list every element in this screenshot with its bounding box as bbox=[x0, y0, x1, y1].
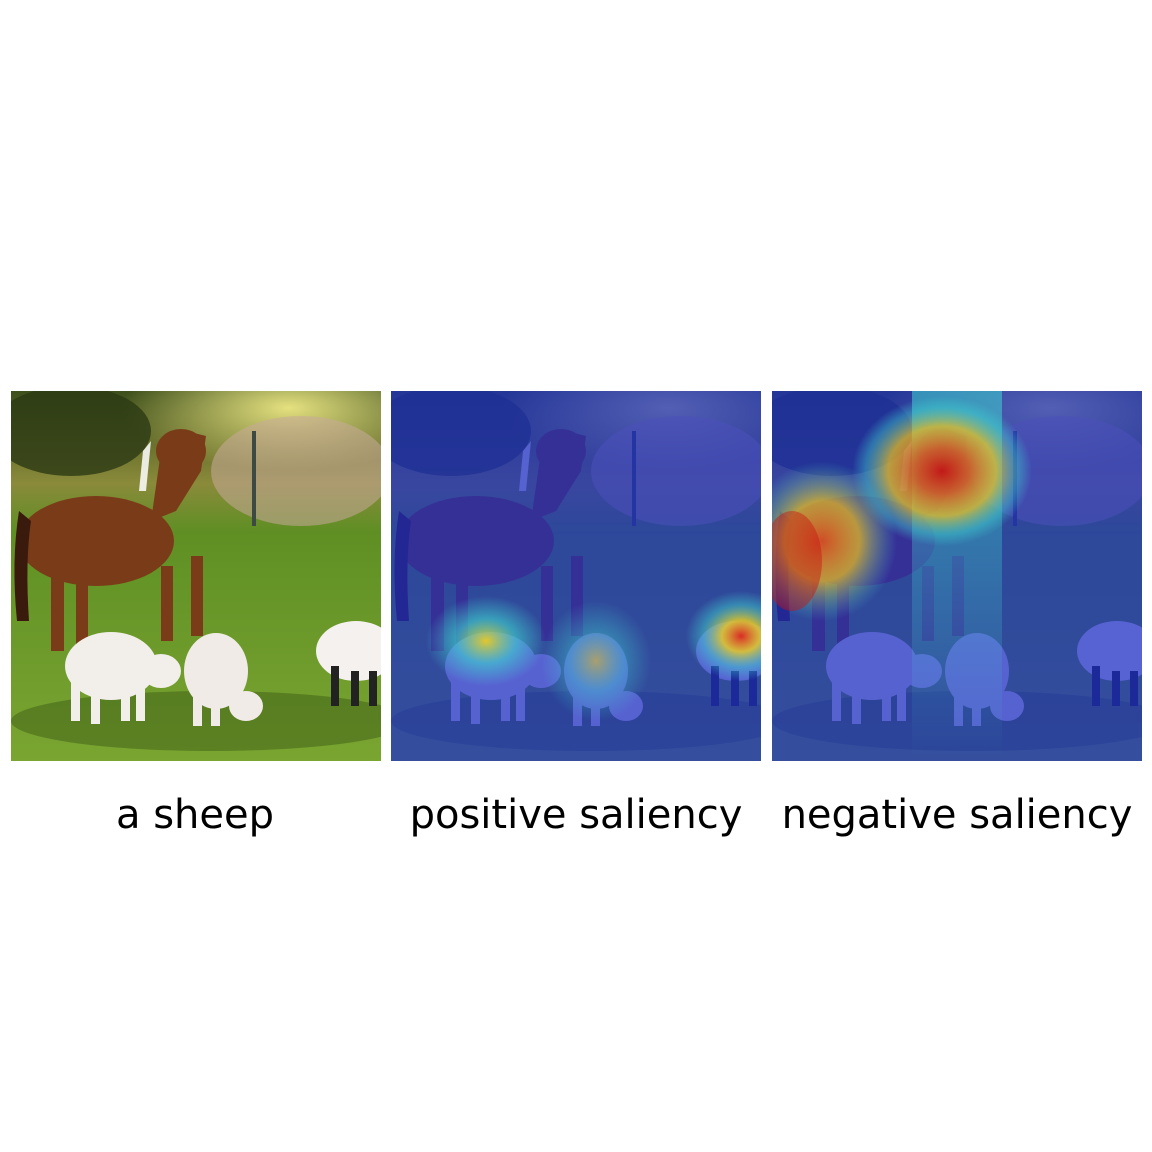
heatmap-hotspot-horse-head bbox=[852, 396, 1032, 546]
heatmap-hotspot-horse-body bbox=[772, 461, 897, 621]
negative-saliency-map bbox=[772, 391, 1142, 761]
original-image bbox=[11, 391, 381, 761]
caption-original: a sheep bbox=[115, 792, 275, 838]
heatmap-hotspot-sheep-left bbox=[426, 596, 546, 686]
heatmap-hotspot-left-edge bbox=[772, 511, 822, 611]
caption-negative-saliency: negative saliency bbox=[781, 792, 1133, 838]
heatmap-hotspot-sheep-right bbox=[686, 591, 761, 681]
positive-saliency-map bbox=[391, 391, 761, 761]
positive-saliency-heatmap bbox=[391, 391, 761, 761]
negative-saliency-heatmap bbox=[772, 391, 1142, 761]
horse-and-sheep-photo bbox=[11, 391, 381, 761]
heatmap-hotspot-sheep-middle bbox=[541, 601, 651, 721]
caption-positive-saliency: positive saliency bbox=[409, 792, 743, 838]
